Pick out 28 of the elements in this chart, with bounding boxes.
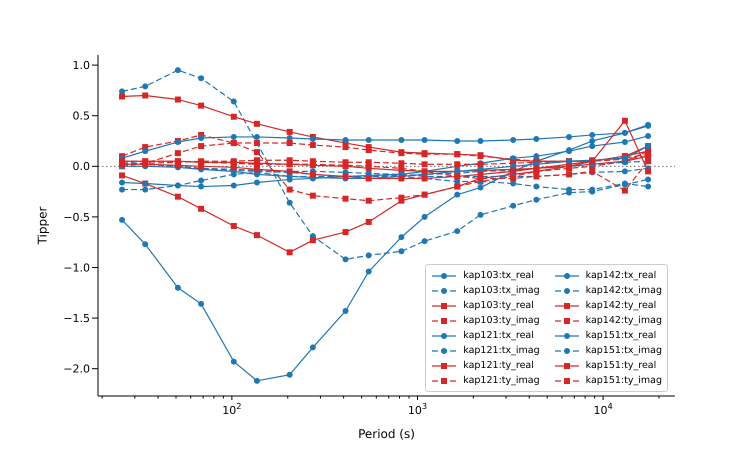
y-axis-title: Tipper [35, 206, 50, 246]
legend-label: kap142:tx_real [586, 270, 656, 281]
legend-label: kap103:tx_real [463, 270, 534, 281]
y-tick-label: 1.0 [72, 59, 90, 72]
x-axis-title: Period (s) [358, 427, 415, 441]
y-tick-label: −2.0 [63, 362, 90, 376]
x-tick-label: 10$^{3}$ [408, 401, 428, 417]
y-tick-label: −1.5 [63, 312, 90, 325]
legend-label: kap142:ty_imag [586, 315, 662, 326]
x-tick-label: 10$^{2}$ [222, 401, 242, 417]
legend-label: kap151:tx_real [586, 330, 656, 341]
legend-label: kap121:ty_imag [463, 375, 540, 386]
legend-label: kap142:ty_real [586, 300, 656, 311]
legend-label: kap151:tx_imag [586, 345, 662, 356]
legend-label: kap103:tx_imag [463, 285, 540, 296]
legend-label: kap121:tx_real [463, 330, 534, 341]
legend-label: kap121:ty_real [463, 360, 534, 371]
legend-label: kap121:tx_imag [463, 345, 540, 356]
y-tick-label: −0.5 [63, 210, 90, 224]
legend-label: kap103:ty_imag [463, 315, 540, 326]
y-tick-label: 0.0 [72, 160, 90, 174]
y-tick-label: 0.5 [72, 110, 90, 123]
legend-label: kap142:tx_imag [586, 285, 662, 296]
y-tick-label: −1.0 [63, 261, 90, 274]
legend-label: kap103:ty_real [463, 300, 534, 311]
legend-label: kap151:ty_imag [586, 375, 662, 386]
legend-label: kap151:ty_real [586, 360, 656, 371]
x-tick-label: 10$^{4}$ [593, 401, 613, 417]
